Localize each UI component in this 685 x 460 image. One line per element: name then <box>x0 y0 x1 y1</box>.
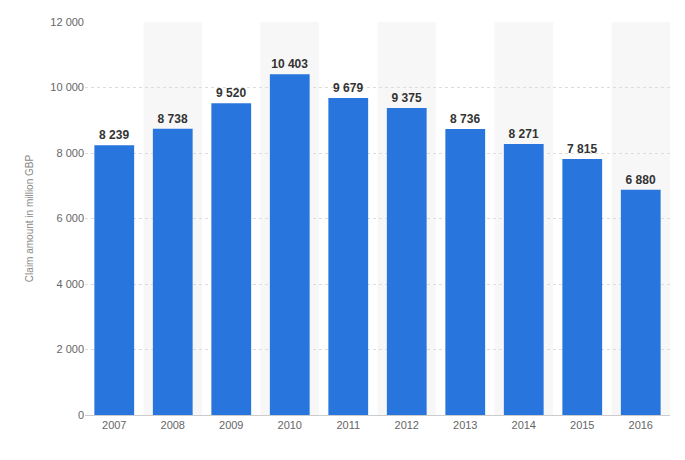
svg-text:2015: 2015 <box>570 419 594 431</box>
svg-text:12 000: 12 000 <box>50 16 84 28</box>
svg-text:6 880: 6 880 <box>626 173 656 187</box>
svg-text:2009: 2009 <box>219 419 243 431</box>
svg-text:2011: 2011 <box>336 419 360 431</box>
svg-text:0: 0 <box>78 409 84 421</box>
svg-text:2016: 2016 <box>629 419 653 431</box>
svg-text:10 403: 10 403 <box>271 57 308 71</box>
svg-text:2013: 2013 <box>453 419 477 431</box>
svg-text:2 000: 2 000 <box>56 343 84 355</box>
svg-text:8 239: 8 239 <box>99 128 129 142</box>
svg-text:8 738: 8 738 <box>158 112 188 126</box>
svg-text:2014: 2014 <box>512 419 536 431</box>
svg-text:2007: 2007 <box>102 419 126 431</box>
svg-text:8 271: 8 271 <box>509 127 539 141</box>
svg-text:Claim amount in million GBP: Claim amount in million GBP <box>24 155 35 283</box>
svg-text:8 736: 8 736 <box>450 112 480 126</box>
svg-text:9 679: 9 679 <box>333 81 363 95</box>
svg-text:2008: 2008 <box>161 419 185 431</box>
svg-text:10 000: 10 000 <box>50 81 84 93</box>
svg-text:8 000: 8 000 <box>56 147 84 159</box>
svg-text:7 815: 7 815 <box>567 142 597 156</box>
svg-text:4 000: 4 000 <box>56 278 84 290</box>
svg-text:2010: 2010 <box>278 419 302 431</box>
svg-text:2012: 2012 <box>395 419 419 431</box>
svg-text:9 520: 9 520 <box>216 86 246 100</box>
svg-text:6 000: 6 000 <box>56 212 84 224</box>
svg-text:9 375: 9 375 <box>392 91 422 105</box>
